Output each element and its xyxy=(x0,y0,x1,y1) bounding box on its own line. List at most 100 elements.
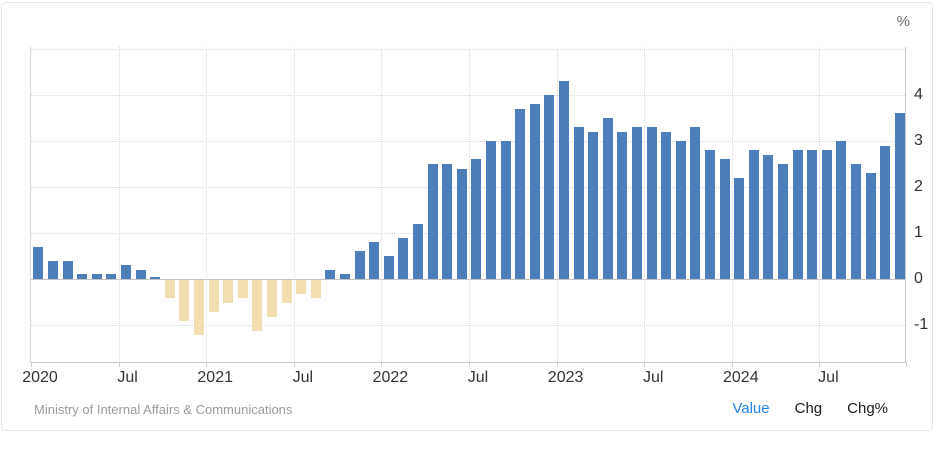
bar-2022-07[interactable] xyxy=(471,159,482,279)
bar-2023-07[interactable] xyxy=(646,127,657,279)
bar-2023-10[interactable] xyxy=(690,127,701,279)
bar-2022-10[interactable] xyxy=(515,108,526,279)
bar-2021-10[interactable] xyxy=(339,274,350,279)
bar-2022-03[interactable] xyxy=(412,223,423,279)
x-axis-label: 2024 xyxy=(723,369,759,386)
bar-2021-01[interactable] xyxy=(208,280,219,313)
x-axis-tick xyxy=(644,362,645,367)
gridline xyxy=(31,95,905,96)
x-axis-label: 2020 xyxy=(22,369,58,386)
gridline xyxy=(381,47,382,362)
bar-2020-07[interactable] xyxy=(120,265,131,279)
bar-2024-02[interactable] xyxy=(748,150,759,279)
bar-2022-12[interactable] xyxy=(544,95,555,279)
chart-footer: Ministry of Internal Affairs & Communica… xyxy=(2,400,932,420)
bar-2023-06[interactable] xyxy=(631,127,642,279)
bar-2024-12[interactable] xyxy=(894,113,905,279)
bar-2022-06[interactable] xyxy=(456,168,467,279)
bar-2020-12[interactable] xyxy=(193,280,204,336)
bar-2022-08[interactable] xyxy=(485,141,496,279)
bar-2020-09[interactable] xyxy=(150,277,161,279)
bar-2023-05[interactable] xyxy=(617,131,628,279)
bar-2021-08[interactable] xyxy=(310,280,321,299)
bar-2020-08[interactable] xyxy=(135,269,146,279)
bar-2022-04[interactable] xyxy=(427,164,438,279)
bar-2020-04[interactable] xyxy=(77,274,88,279)
bar-2024-11[interactable] xyxy=(880,145,891,279)
y-axis-label: 2 xyxy=(914,178,923,195)
gridline xyxy=(557,47,558,362)
bar-2023-12[interactable] xyxy=(719,159,730,279)
x-axis-tick xyxy=(294,362,295,367)
bar-2020-10[interactable] xyxy=(164,280,175,299)
bar-2020-06[interactable] xyxy=(106,274,117,279)
x-axis-label: Jul xyxy=(117,369,138,386)
bar-2021-07[interactable] xyxy=(296,280,307,294)
chart-card: % 2020 Jul 2021 Jul 2022 Jul 2023 Jul 2024 Jul 4 3… xyxy=(1,2,933,431)
x-axis-label: Jul xyxy=(467,369,489,386)
bar-2022-05[interactable] xyxy=(442,164,453,279)
gridline xyxy=(206,47,207,362)
bar-2022-09[interactable] xyxy=(500,141,511,279)
x-axis-label: Jul xyxy=(642,369,664,386)
x-axis-tick xyxy=(469,362,470,367)
bar-2023-08[interactable] xyxy=(661,131,672,279)
tab-chg-pct[interactable]: Chg% xyxy=(847,400,888,417)
bar-2023-02[interactable] xyxy=(573,127,584,279)
x-axis-tick xyxy=(906,362,907,367)
bar-2024-09[interactable] xyxy=(850,164,861,279)
x-axis-tick xyxy=(31,362,32,367)
y-axis-label: 3 xyxy=(914,132,923,149)
x-axis-label: 2021 xyxy=(197,369,233,386)
bar-2021-04[interactable] xyxy=(252,280,263,331)
tab-value[interactable]: Value xyxy=(732,400,770,417)
source-attribution: Ministry of Internal Affairs & Communica… xyxy=(34,402,293,417)
bar-2024-04[interactable] xyxy=(777,164,788,279)
y-axis-unit-label: % xyxy=(896,13,910,30)
bar-2022-01[interactable] xyxy=(383,256,394,279)
gridline xyxy=(119,47,120,362)
bar-2021-03[interactable] xyxy=(237,280,248,299)
bar-2020-01[interactable] xyxy=(33,246,44,279)
x-axis-label: 2023 xyxy=(547,369,584,386)
gridline xyxy=(31,187,905,188)
bar-2021-02[interactable] xyxy=(223,280,234,303)
bar-2022-11[interactable] xyxy=(529,104,540,279)
bar-2023-09[interactable] xyxy=(675,141,686,279)
y-axis-label: 0 xyxy=(914,270,923,287)
bar-2024-10[interactable] xyxy=(865,173,876,279)
bar-2024-08[interactable] xyxy=(836,141,847,279)
bar-2020-03[interactable] xyxy=(62,260,73,279)
bar-2022-02[interactable] xyxy=(398,237,409,279)
bar-2020-02[interactable] xyxy=(47,260,58,279)
x-axis-label: 2022 xyxy=(372,369,409,386)
tab-chg[interactable]: Chg xyxy=(794,400,823,417)
x-axis-tick xyxy=(732,362,733,367)
x-axis-tick xyxy=(557,362,558,367)
bar-2024-03[interactable] xyxy=(763,154,774,279)
bar-2021-06[interactable] xyxy=(281,280,292,303)
bar-2021-05[interactable] xyxy=(266,280,277,317)
gridline xyxy=(31,141,905,142)
x-axis-label: Jul xyxy=(292,369,314,386)
bar-2023-01[interactable] xyxy=(558,81,569,279)
bar-2024-05[interactable] xyxy=(792,150,803,279)
zero-gridline xyxy=(31,279,905,280)
gridline xyxy=(31,233,905,234)
bar-2024-06[interactable] xyxy=(807,150,818,279)
bar-2021-09[interactable] xyxy=(325,269,336,279)
bar-2024-07[interactable] xyxy=(821,150,832,279)
bar-2024-01[interactable] xyxy=(734,177,745,279)
x-axis-tick xyxy=(819,362,820,367)
bar-2020-11[interactable] xyxy=(179,280,190,322)
bar-2021-12[interactable] xyxy=(369,242,380,279)
gridline xyxy=(294,47,295,362)
bar-2023-04[interactable] xyxy=(602,118,613,279)
bar-2023-11[interactable] xyxy=(704,150,715,279)
y-axis-label: 4 xyxy=(914,86,923,103)
gridline xyxy=(469,47,470,362)
bar-2023-03[interactable] xyxy=(588,131,599,279)
x-axis-tick xyxy=(119,362,120,367)
bar-2020-05[interactable] xyxy=(91,274,102,279)
bar-2021-11[interactable] xyxy=(354,251,365,279)
